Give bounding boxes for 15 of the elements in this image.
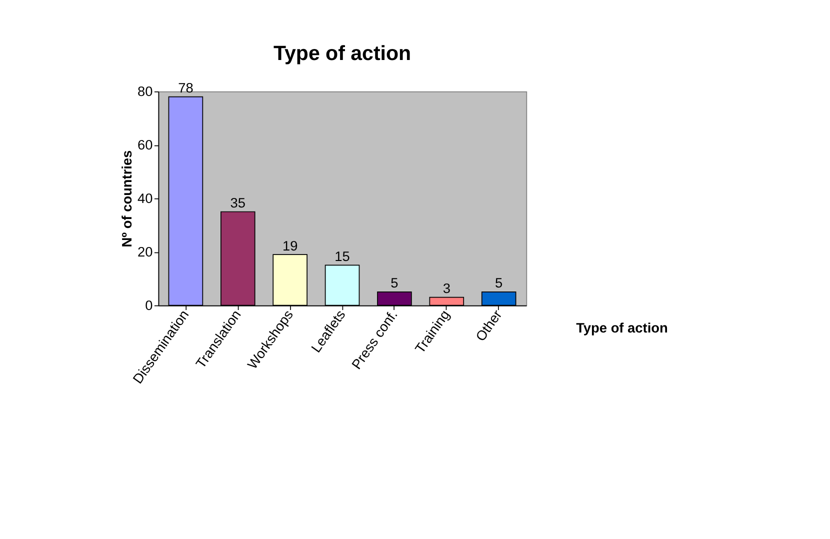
data-label: 5 [390, 276, 399, 291]
chart-title: Type of action [273, 42, 412, 65]
data-label: 3 [442, 281, 451, 296]
data-label: 35 [230, 195, 246, 210]
data-label: 19 [282, 238, 298, 254]
y-tick-label: 40 [138, 191, 154, 206]
y-axis-title: Nº of countries [120, 150, 135, 248]
data-label: 15 [334, 248, 350, 264]
y-tick-label: 80 [138, 84, 154, 100]
y-tick-label: 0 [145, 298, 154, 314]
data-label: 5 [495, 276, 504, 291]
y-tick-label: 60 [138, 138, 154, 153]
x-axis-title: Type of action [576, 320, 668, 336]
data-label: 78 [178, 80, 194, 96]
y-tick-label: 20 [138, 244, 154, 260]
